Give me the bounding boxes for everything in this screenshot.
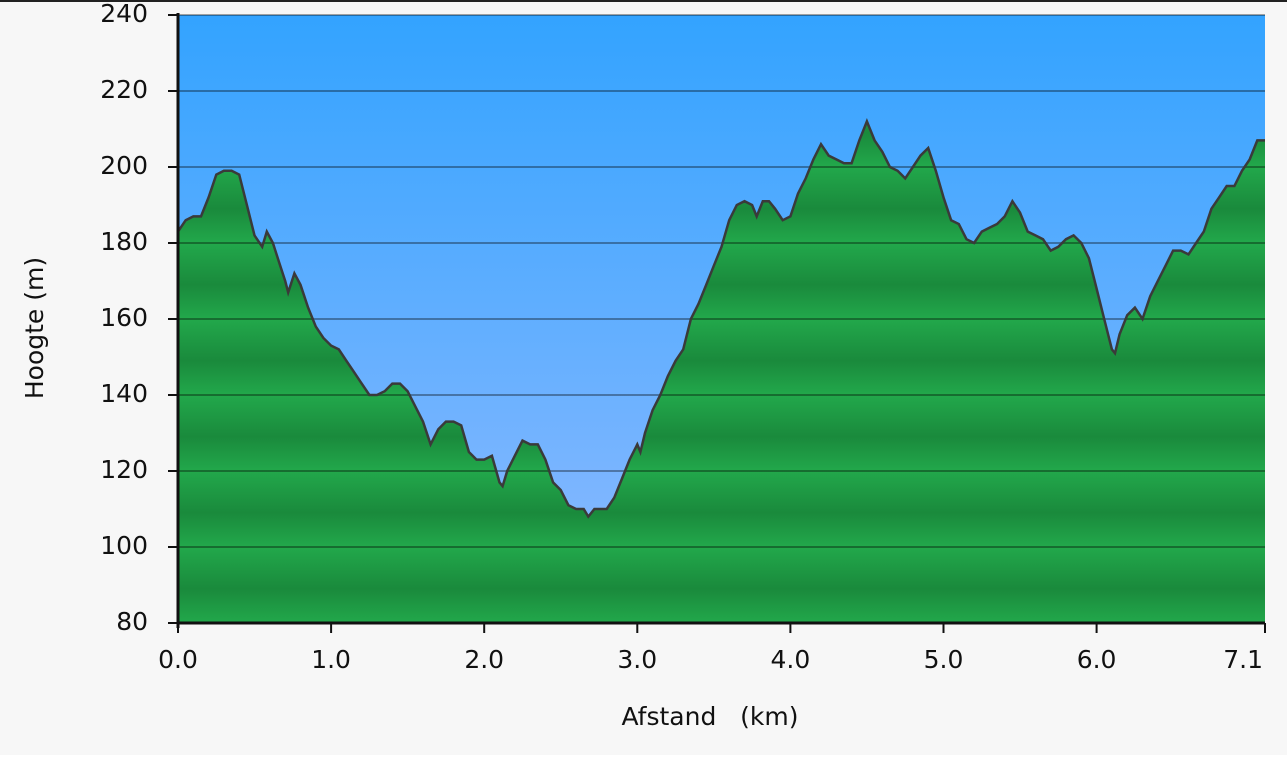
- y-tick-label: 200: [100, 151, 148, 180]
- y-tick-label: 240: [100, 0, 148, 28]
- y-tick-label: 180: [100, 227, 148, 256]
- x-tick-label: 6.0: [1077, 645, 1117, 674]
- x-tick-label: 5.0: [924, 645, 964, 674]
- x-axis-label: Afstand (km): [621, 702, 798, 731]
- x-tick-label: 3.0: [617, 645, 657, 674]
- y-axis-label: Hoogte (m): [20, 257, 49, 399]
- x-tick-label: 1.0: [311, 645, 351, 674]
- x-tick-label: 4.0: [771, 645, 811, 674]
- area: [178, 121, 1265, 624]
- y-tick-label: 100: [100, 531, 148, 560]
- x-tick-label: 7.1: [1223, 645, 1263, 674]
- x-tick-label: 2.0: [464, 645, 504, 674]
- x-tick-label: 0.0: [158, 645, 198, 674]
- elevation-line: [176, 118, 1265, 519]
- y-tick-label: 160: [100, 303, 148, 332]
- y-tick-label: 140: [100, 379, 148, 408]
- y-tick-label: 80: [116, 607, 148, 636]
- y-tick-label: 120: [100, 455, 148, 484]
- y-tick-label: 220: [100, 75, 148, 104]
